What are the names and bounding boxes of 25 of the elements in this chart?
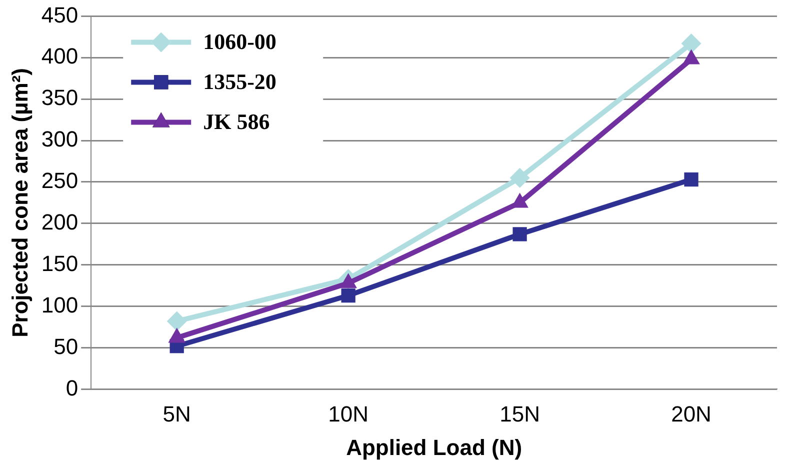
y-tick-label: 400 xyxy=(41,44,78,69)
legend-label: JK 586 xyxy=(203,108,270,134)
legend-label: 1355-20 xyxy=(203,68,276,94)
x-tick-label: 5N xyxy=(162,401,191,426)
y-tick-label: 300 xyxy=(41,126,78,152)
x-tick-label: 15N xyxy=(500,401,540,426)
y-tick-label: 150 xyxy=(41,250,78,276)
point xyxy=(510,168,530,188)
x-axis-title: Applied Load (N) xyxy=(346,434,522,460)
y-tick-label: 250 xyxy=(41,168,78,194)
y-tick-label: 100 xyxy=(41,292,78,318)
point xyxy=(512,227,527,242)
y-tick-label: 200 xyxy=(41,209,78,234)
legend-label: 1060-00 xyxy=(203,28,276,54)
point xyxy=(166,311,187,332)
point xyxy=(341,288,356,303)
y-tick-label: 450 xyxy=(41,2,78,28)
point xyxy=(684,172,698,187)
point xyxy=(681,34,702,54)
x-tick-label: 10N xyxy=(328,401,368,426)
y-tick-label: 0 xyxy=(66,375,78,400)
y-axis-title: Projected cone area (µm²) xyxy=(7,68,32,338)
y-tick-label: 350 xyxy=(41,85,78,110)
x-tick-label: 20N xyxy=(671,401,712,426)
y-tick-label: 50 xyxy=(54,334,78,359)
